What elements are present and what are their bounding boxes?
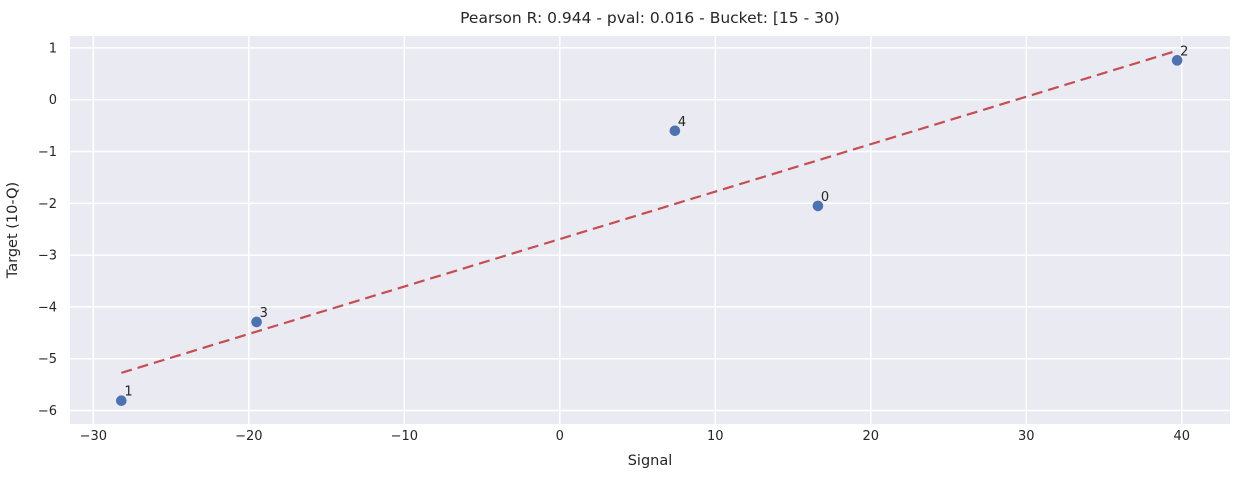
x-tick-label-0: 0 bbox=[556, 429, 564, 444]
x-tick-label-10: 10 bbox=[707, 429, 724, 444]
x-tick-label--30: −30 bbox=[80, 429, 107, 444]
x-tick-label-20: 20 bbox=[863, 429, 880, 444]
y-tick-label--6: −6 bbox=[38, 404, 57, 419]
x-axis-label: Signal bbox=[628, 453, 673, 469]
y-tick-label--4: −4 bbox=[38, 300, 57, 315]
plot-background bbox=[70, 36, 1230, 424]
point-annotation-0: 0 bbox=[821, 190, 829, 205]
grid-layer bbox=[70, 36, 1230, 424]
data-point-4 bbox=[669, 125, 681, 137]
y-tick-label--1: −1 bbox=[38, 145, 57, 160]
chart-title: Pearson R: 0.944 - pval: 0.016 - Bucket:… bbox=[460, 9, 840, 27]
y-tick-labels-layer: 1 0 −1 −2 −3 −4 −5 −6 bbox=[38, 41, 57, 419]
x-tick-label--10: −10 bbox=[391, 429, 418, 444]
point-annotation-2: 2 bbox=[1180, 44, 1188, 59]
data-point-2 bbox=[1171, 55, 1183, 66]
y-tick-label-0: 0 bbox=[49, 93, 57, 108]
y-tick-label--2: −2 bbox=[38, 197, 57, 212]
trendline-layer bbox=[120, 49, 1178, 374]
regression-trendline bbox=[120, 49, 1178, 374]
points-layer: 0 1 2 3 4 bbox=[116, 44, 1188, 406]
x-tick-labels-layer: −30 −20 −10 0 10 20 30 40 bbox=[80, 429, 1190, 444]
y-tick-label-1: 1 bbox=[49, 41, 57, 56]
point-annotation-3: 3 bbox=[260, 306, 268, 321]
data-point-0 bbox=[812, 200, 824, 212]
y-tick-label--3: −3 bbox=[38, 249, 57, 264]
data-point-3 bbox=[251, 316, 262, 328]
x-tick-label--20: −20 bbox=[235, 429, 262, 444]
x-tick-label-40: 40 bbox=[1174, 429, 1191, 444]
y-axis-label: Target (10-Q) bbox=[5, 182, 21, 279]
data-point-1 bbox=[116, 395, 127, 406]
x-tick-label-30: 30 bbox=[1018, 429, 1035, 444]
point-annotation-4: 4 bbox=[678, 115, 686, 130]
point-annotation-1: 1 bbox=[124, 385, 132, 400]
y-tick-label--5: −5 bbox=[38, 352, 57, 367]
